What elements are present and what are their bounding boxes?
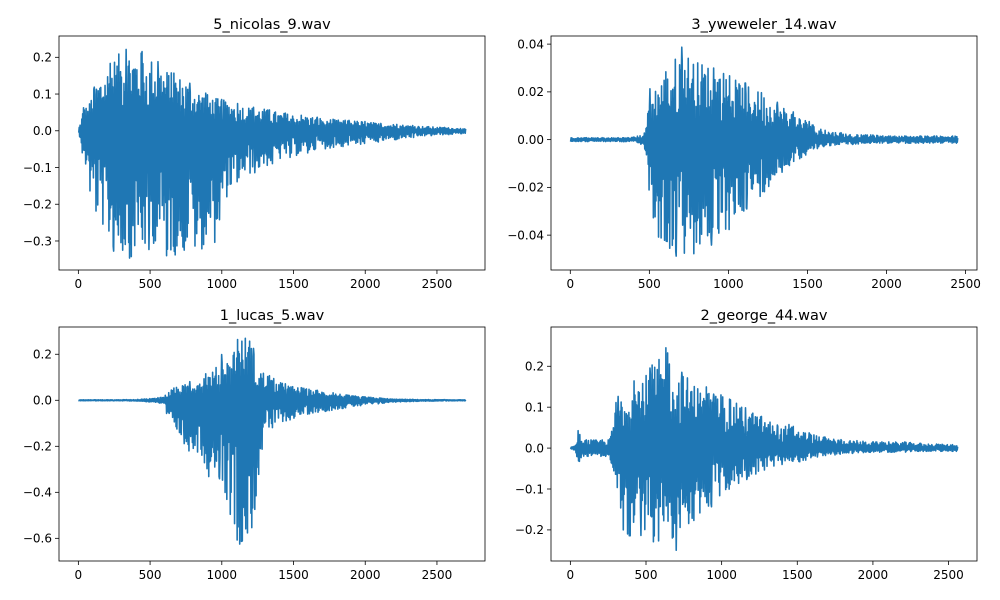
- y-tick-label: −0.6: [23, 532, 52, 546]
- x-tick-label: 2500: [422, 277, 453, 291]
- y-tick-label: −0.2: [23, 198, 52, 212]
- subplot-title: 1_lucas_5.wav: [220, 308, 325, 324]
- plot-frame: [58, 326, 486, 562]
- x-tick-label: 2000: [871, 277, 902, 291]
- y-tick-label: −0.1: [515, 482, 544, 496]
- waveform-line: [77, 48, 467, 259]
- x-tick-label: 1500: [792, 277, 823, 291]
- y-tick-label: 0.00: [517, 133, 544, 147]
- x-tick-label: 2500: [933, 568, 964, 582]
- x-tick-label: 2000: [350, 277, 381, 291]
- x-tick-label: 1000: [207, 568, 238, 582]
- y-tick-label: −0.4: [23, 486, 52, 500]
- x-tick-label: 1500: [782, 568, 813, 582]
- x-tick-label: 0: [566, 277, 574, 291]
- x-tick-label: 500: [139, 277, 162, 291]
- waveform-line: [569, 46, 959, 257]
- subplot-2: 0 500 1000 1500 2000 2500 −0.04 −0.02 0.00 0.02 0.…: [507, 17, 981, 291]
- subplot-title: 2_george_44.wav: [701, 308, 828, 324]
- y-tick-label: −0.1: [23, 161, 52, 175]
- x-tick-label: 2500: [422, 568, 453, 582]
- x-tick-label: 1000: [713, 277, 744, 291]
- x-tick-label: 500: [635, 568, 658, 582]
- x-tick-label: 500: [638, 277, 661, 291]
- plot-frame: [550, 35, 978, 271]
- subplot-title: 3_yweweler_14.wav: [691, 17, 837, 33]
- y-tick-label: 0.0: [525, 441, 544, 455]
- x-tick-label: 2500: [950, 277, 981, 291]
- x-tick-label: 0: [75, 277, 83, 291]
- y-tick-label: 0.04: [517, 37, 544, 51]
- x-tick-label: 1000: [706, 568, 737, 582]
- x-tick-label: 0: [75, 568, 83, 582]
- x-tick-label: 2000: [858, 568, 889, 582]
- y-tick-label: 0.2: [33, 348, 52, 362]
- subplot-1: 0 500 1000 1500 2000 2500 −0.3 −0.2 −0.1 0.0 0.1 0.…: [23, 17, 486, 291]
- x-tick-label: 1000: [207, 277, 238, 291]
- x-tick-label: 1500: [278, 568, 309, 582]
- y-tick-label: −0.2: [515, 523, 544, 537]
- plot-frame: [550, 326, 978, 562]
- waveform-line: [77, 337, 467, 545]
- waveform-line: [569, 346, 959, 552]
- y-tick-label: 0.1: [33, 87, 52, 101]
- subplot-4: 0 500 1000 1500 2000 2500 −0.2 −0.1 0.0 0.1 0.2 2_g…: [515, 308, 978, 582]
- y-tick-label: 0.2: [525, 360, 544, 374]
- y-tick-label: −0.3: [23, 234, 52, 248]
- subplot-3: 0 500 1000 1500 2000 2500 −0.6 −0.4 −0.2 0.0 0.2 1_…: [23, 308, 486, 582]
- x-tick-label: 2000: [350, 568, 381, 582]
- plot-frame: [58, 35, 486, 271]
- y-tick-label: 0.1: [525, 400, 544, 414]
- y-tick-label: 0.2: [33, 51, 52, 65]
- x-tick-label: 0: [567, 568, 575, 582]
- subplot-title: 5_nicolas_9.wav: [213, 17, 331, 33]
- y-tick-label: 0.02: [517, 85, 544, 99]
- x-tick-label: 1500: [278, 277, 309, 291]
- y-tick-label: −0.2: [23, 440, 52, 454]
- y-tick-label: −0.02: [507, 181, 544, 195]
- y-tick-label: 0.0: [33, 394, 52, 408]
- y-tick-label: 0.0: [33, 124, 52, 138]
- x-tick-label: 500: [139, 568, 162, 582]
- y-tick-label: −0.04: [507, 228, 544, 242]
